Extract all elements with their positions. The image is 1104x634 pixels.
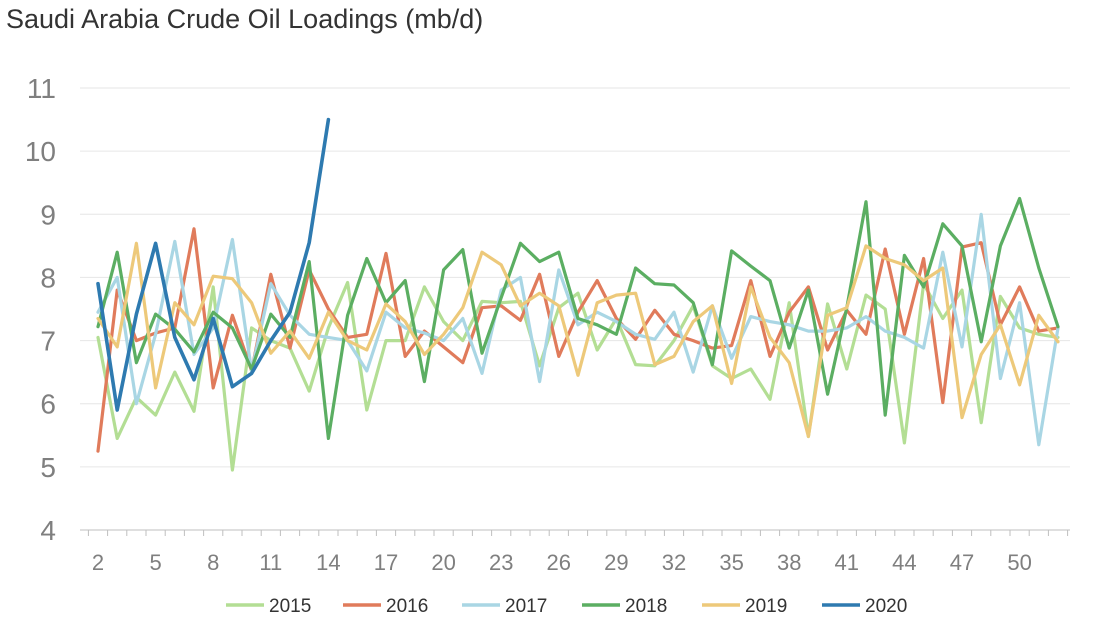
legend-item-2019[interactable]: 2019 (702, 596, 787, 617)
y-tick-label: 10 (25, 136, 56, 167)
x-tick-label: 35 (719, 550, 743, 575)
series-line-2016 (96, 227, 1060, 453)
x-tick-label: 38 (777, 550, 801, 575)
x-tick-label: 8 (207, 550, 219, 575)
legend-label: 2016 (386, 596, 428, 617)
y-tick-label: 7 (40, 326, 56, 357)
y-tick-label: 9 (40, 199, 56, 230)
legend-label: 2020 (865, 596, 907, 617)
x-tick-label: 14 (316, 550, 340, 575)
series-line-2019 (96, 241, 1060, 439)
legend-label: 2018 (625, 596, 667, 617)
legend-item-2018[interactable]: 2018 (582, 596, 667, 617)
legend-item-2017[interactable]: 2017 (462, 596, 547, 617)
legend-item-2015[interactable]: 2015 (226, 596, 311, 617)
legend-label: 2017 (505, 596, 547, 617)
legend-label: 2019 (745, 596, 787, 617)
axis-layer: 4 5 6 7 8 9 10 11 2 5 8 11 14 17 20 23 26 29 32 35 38 41 44 47 5… (25, 73, 1070, 575)
x-tick-label: 29 (604, 550, 628, 575)
x-tick-label: 20 (431, 550, 455, 575)
x-tick-label: 41 (835, 550, 859, 575)
legend-label: 2015 (269, 596, 311, 617)
series-layer (96, 117, 1060, 472)
x-tick-label: 2 (92, 550, 104, 575)
x-tick-label: 11 (259, 550, 282, 575)
y-tick-label: 11 (27, 73, 56, 104)
grid-layer (80, 87, 1070, 468)
y-tick-label: 5 (40, 452, 56, 483)
y-tick-label: 4 (40, 515, 56, 546)
x-tick-label: 44 (892, 550, 916, 575)
series-line-2018 (96, 196, 1060, 440)
y-tick-label: 6 (40, 389, 56, 420)
x-tick-label: 50 (1007, 550, 1031, 575)
legend[interactable]: 2015 2016 2017 2018 2019 2020 (226, 596, 907, 617)
legend-item-2016[interactable]: 2016 (343, 596, 428, 617)
chart-title: Saudi Arabia Crude Oil Loadings (mb/d) (6, 4, 484, 34)
x-tick-label: 26 (547, 550, 571, 575)
x-tick-label: 23 (489, 550, 513, 575)
y-tick-label: 8 (40, 262, 56, 293)
series-line-2017 (96, 212, 1060, 447)
legend-item-2020[interactable]: 2020 (822, 596, 907, 617)
x-tick-label: 47 (950, 550, 974, 575)
series-line-2020 (96, 117, 331, 412)
x-tick-label: 17 (374, 550, 398, 575)
x-tick-label: 5 (149, 550, 161, 575)
x-tick-label: 32 (662, 550, 686, 575)
